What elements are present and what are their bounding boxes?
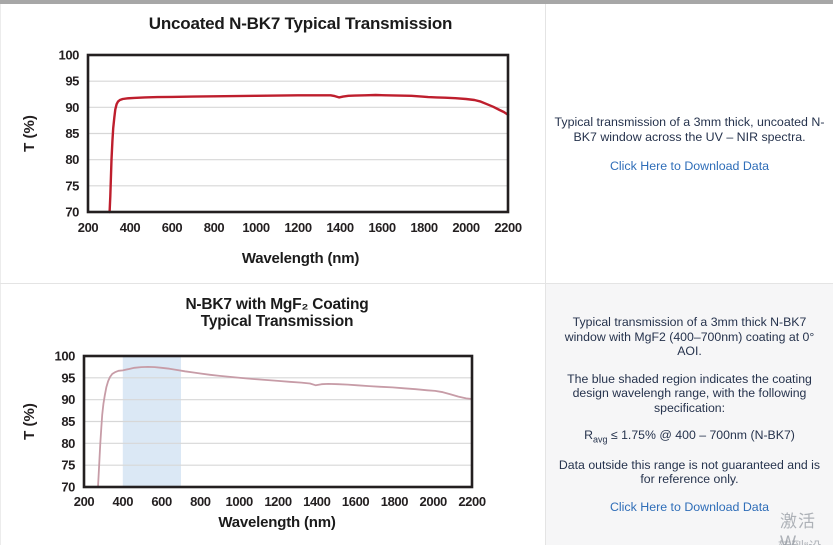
x-tick-label: 2000 bbox=[420, 494, 447, 509]
transmission-curve bbox=[108, 93, 510, 214]
y-tick-label: 85 bbox=[65, 126, 79, 141]
x-tick-label: 2200 bbox=[458, 494, 485, 509]
x-axis-label-coated: Wavelength (nm) bbox=[218, 514, 336, 531]
x-tick-label: 1600 bbox=[368, 220, 395, 235]
x-tick-label: 1200 bbox=[264, 494, 291, 509]
left-border bbox=[0, 4, 1, 545]
spec-subscript: avg bbox=[592, 434, 608, 445]
y-axis-label: T (%) bbox=[21, 403, 38, 440]
y-tick-label: 100 bbox=[55, 349, 76, 364]
x-tick-label: 400 bbox=[113, 494, 134, 509]
description-panel-uncoated: Typical transmission of a 3mm thick, unc… bbox=[546, 4, 833, 283]
x-tick-label: 1200 bbox=[284, 220, 311, 235]
y-axis-label: T (%) bbox=[21, 115, 38, 152]
coated-disclaimer-text: Data outside this range is not guarantee… bbox=[558, 457, 821, 487]
x-tick-label: 600 bbox=[162, 220, 183, 235]
x-tick-label: 1600 bbox=[342, 494, 369, 509]
spec-value: ≤ 1.75% @ 400 – 700nm (N-BK7) bbox=[607, 428, 795, 443]
y-tick-label: 75 bbox=[61, 458, 75, 473]
plot-frame bbox=[86, 53, 510, 214]
y-tick-label: 75 bbox=[65, 178, 79, 193]
y-tick-label: 70 bbox=[65, 205, 79, 220]
plot-frame bbox=[82, 354, 474, 489]
vertical-divider bbox=[545, 4, 546, 545]
chart-title-coated-line1: N-BK7 with MgF₂ Coating bbox=[185, 296, 369, 313]
download-data-link-coated[interactable]: Click Here to Download Data bbox=[609, 499, 770, 514]
coated-transmission-chart: 70 75 80 85 90 95 100 200 400 600 800 1000 1200 1400 1… bbox=[21, 349, 486, 510]
y-tick-label: 80 bbox=[65, 152, 79, 167]
top-gray-bar bbox=[0, 0, 833, 4]
x-tick-label: 1000 bbox=[226, 494, 253, 509]
y-tick-label: 95 bbox=[61, 370, 75, 385]
horizontal-divider bbox=[0, 283, 833, 284]
x-tick-label: 600 bbox=[151, 494, 172, 509]
x-tick-label: 200 bbox=[78, 220, 99, 235]
chart-panel-uncoated: Uncoated N-BK7 Typical Transmission 70 75… bbox=[1, 4, 545, 283]
uncoated-transmission-chart: 70 75 80 85 90 95 100 200 400 600 800 1000 1200 1400 1… bbox=[21, 48, 522, 236]
x-tick-label: 1400 bbox=[326, 220, 353, 235]
x-tick-label: 400 bbox=[120, 220, 141, 235]
y-tick-label: 80 bbox=[61, 436, 75, 451]
y-tick-label: 100 bbox=[59, 48, 80, 63]
x-tick-label: 2000 bbox=[452, 220, 479, 235]
coated-description-text: Typical transmission of a 3mm thick N-BK… bbox=[564, 315, 815, 359]
x-tick-label: 1400 bbox=[303, 494, 330, 509]
y-tick-label: 95 bbox=[65, 74, 79, 89]
x-tick-label: 1000 bbox=[242, 220, 269, 235]
uncoated-description-text: Typical transmission of a 3mm thick, unc… bbox=[554, 114, 825, 144]
coated-band-note-text: The blue shaded region indicates the coa… bbox=[567, 371, 812, 415]
chart-panel-coated: N-BK7 with MgF₂ Coating Typical Transmis… bbox=[1, 284, 545, 545]
reflectance-spec-text: Ravg ≤ 1.75% @ 400 – 700nm (N-BK7) bbox=[584, 428, 795, 444]
x-tick-label: 2200 bbox=[494, 220, 521, 235]
y-tick-label: 90 bbox=[65, 100, 79, 115]
x-tick-label: 800 bbox=[190, 494, 211, 509]
y-tick-label: 70 bbox=[61, 480, 75, 495]
spec-prefix: R bbox=[584, 428, 593, 443]
chart-title-uncoated: Uncoated N-BK7 Typical Transmission bbox=[148, 14, 453, 33]
transmission-curve bbox=[97, 365, 473, 488]
x-tick-label: 800 bbox=[204, 220, 225, 235]
description-panel-coated: Typical transmission of a 3mm thick N-BK… bbox=[546, 284, 833, 545]
x-axis-label-uncoated: Wavelength (nm) bbox=[241, 250, 360, 267]
y-tick-label: 90 bbox=[61, 392, 75, 407]
chart-title-coated-line2: Typical Transmission bbox=[200, 313, 354, 330]
x-tick-label: 1800 bbox=[410, 220, 437, 235]
y-tick-label: 85 bbox=[61, 414, 75, 429]
x-tick-label: 1800 bbox=[381, 494, 408, 509]
x-tick-label: 200 bbox=[74, 494, 95, 509]
download-data-link-uncoated[interactable]: Click Here to Download Data bbox=[609, 158, 770, 173]
